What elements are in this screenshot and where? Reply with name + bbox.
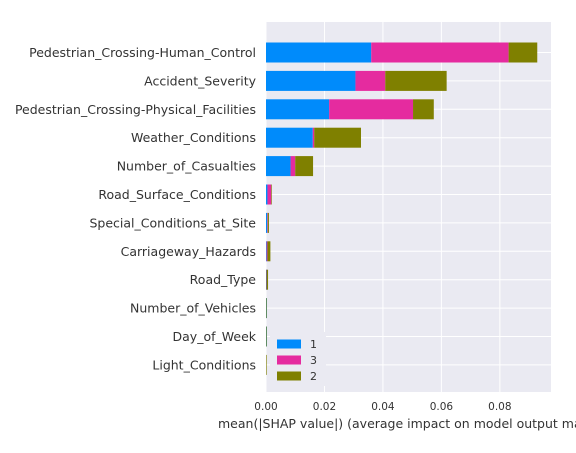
- bar-segment-series-2: [266, 354, 267, 375]
- bar-segment-series-2: [314, 127, 361, 148]
- stacked-bars: [266, 42, 538, 375]
- bar-segment-series-1: [266, 127, 313, 148]
- bar-segment-series-1: [266, 156, 291, 177]
- bar-segment-series-2: [267, 241, 271, 262]
- category-label: Day_of_Week: [173, 329, 257, 344]
- bar-segment-series-2: [385, 70, 447, 91]
- bar-segment-series-1: [266, 184, 268, 205]
- bar-segment-series-3: [267, 184, 272, 205]
- bar-segment-series-1: [266, 241, 267, 262]
- bar-segment-series-3: [312, 127, 315, 148]
- category-label: Road_Surface_Conditions: [98, 187, 256, 202]
- bar-segment-series-3: [329, 99, 414, 120]
- bar-segment-series-2: [267, 212, 269, 233]
- legend-label: 2: [310, 370, 317, 383]
- bar-segment-series-3: [355, 70, 386, 91]
- legend-swatch: [277, 355, 301, 365]
- bar-segment-series-2: [271, 184, 272, 205]
- category-label: Pedestrian_Crossing-Human_Control: [29, 45, 256, 60]
- bar-segment-series-3: [266, 241, 268, 262]
- legend-label: 3: [310, 354, 317, 367]
- x-axis-label: mean(|SHAP value|) (average impact on mo…: [218, 416, 576, 431]
- y-axis-labels: Pedestrian_Crossing-Human_Control Acciden…: [15, 45, 257, 372]
- bar-segment-series-3: [267, 212, 268, 233]
- category-label: Special_Conditions_at_Site: [89, 215, 256, 230]
- x-tick-label: 0.04: [371, 401, 395, 413]
- bar-segment-series-1: [266, 99, 330, 120]
- category-label: Light_Conditions: [152, 357, 256, 372]
- legend: 1 3 2: [270, 332, 326, 386]
- legend-label: 1: [310, 338, 317, 351]
- x-tick-label: 0.00: [254, 401, 277, 413]
- category-label: Number_of_Vehicles: [130, 301, 256, 316]
- category-label: Weather_Conditions: [131, 130, 256, 145]
- bar-segment-series-1: [266, 70, 356, 91]
- bar-segment-series-3: [371, 42, 509, 63]
- category-label: Accident_Severity: [144, 73, 256, 88]
- legend-swatch: [277, 339, 301, 349]
- bar-segment-series-3: [290, 156, 296, 177]
- x-tick-label: 0.06: [430, 401, 454, 413]
- category-label: Pedestrian_Crossing-Physical_Facilities: [15, 102, 256, 117]
- x-tick-label: 0.08: [488, 401, 511, 413]
- bar-segment-series-1: [266, 42, 372, 63]
- category-label: Number_of_Casualties: [117, 159, 256, 174]
- bar-segment-series-2: [413, 99, 434, 120]
- legend-swatch: [277, 371, 301, 381]
- bar-segment-series-2: [295, 156, 314, 177]
- category-label: Road_Type: [190, 272, 257, 287]
- bar-segment-series-2: [266, 326, 267, 347]
- category-label: Carriageway_Hazards: [121, 244, 256, 259]
- bar-segment-series-2: [508, 42, 538, 63]
- bar-segment-series-2: [266, 269, 269, 290]
- bar-segment-series-2: [266, 298, 267, 319]
- x-axis-ticks: 0.00 0.02 0.04 0.06 0.08: [254, 401, 511, 413]
- bar-segment-series-1: [266, 212, 268, 233]
- x-tick-label: 0.02: [313, 401, 336, 413]
